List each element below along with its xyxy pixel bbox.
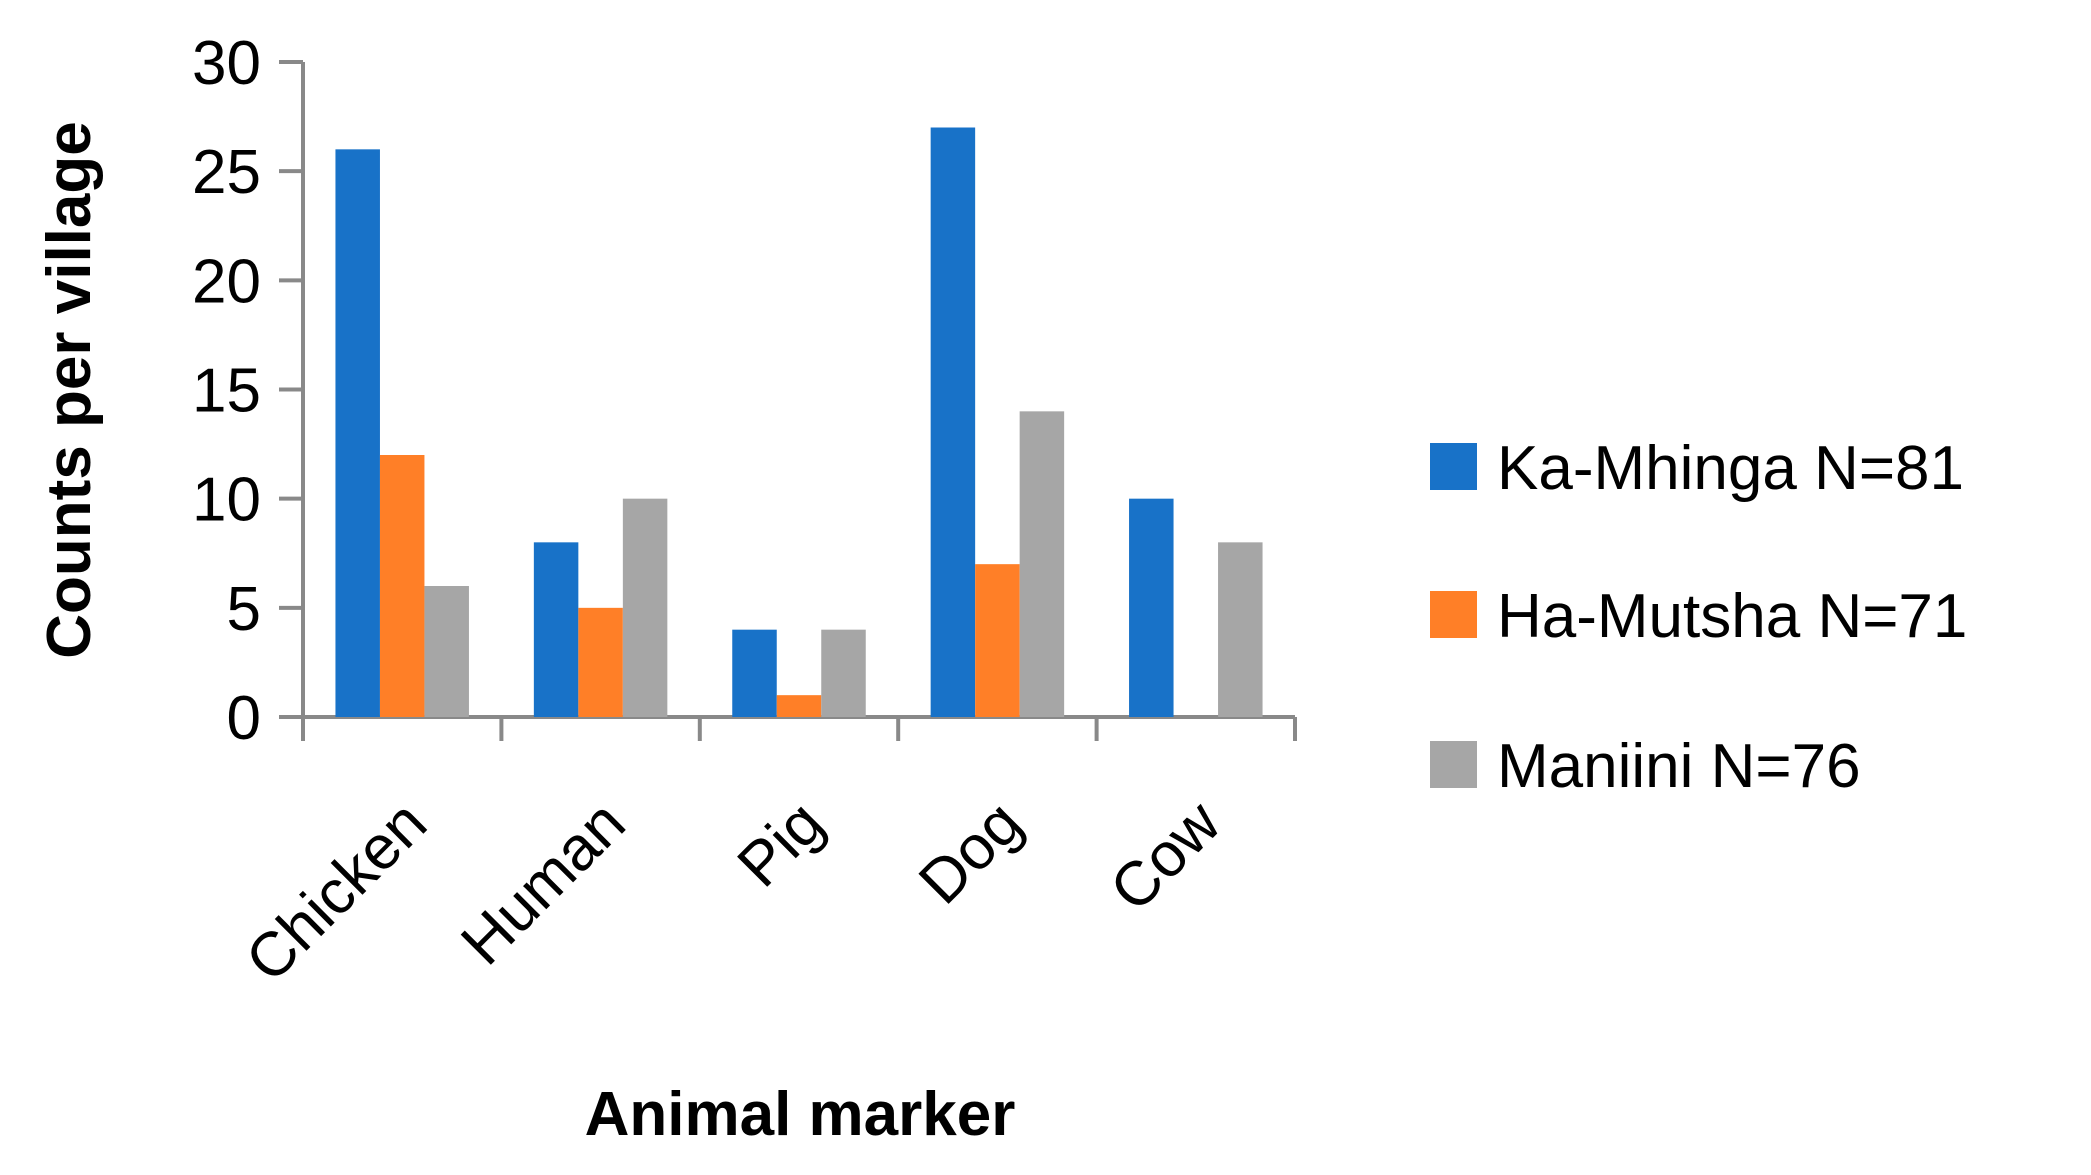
- y-tick-label: 30: [192, 29, 261, 98]
- bars-group: [335, 127, 1263, 718]
- x-axis-title: Animal marker: [585, 1080, 1016, 1149]
- x-tick-label-human: Human: [448, 788, 638, 978]
- bar-human-ha-mutsha: [578, 607, 623, 717]
- legend: Ka-Mhinga N=81 Ha-Mutsha N=71 Maniini N=76: [1430, 434, 1967, 801]
- y-tick-label: 0: [227, 684, 261, 753]
- legend-swatch: [1430, 591, 1477, 638]
- y-axis-title: Counts per village: [35, 121, 104, 658]
- legend-label: Ha-Mutsha N=71: [1497, 582, 1967, 651]
- bar-pig-ka-mhinga: [732, 629, 777, 717]
- y-tick-label: 10: [192, 466, 261, 535]
- legend-swatch: [1430, 443, 1477, 490]
- legend-label: Maniini N=76: [1497, 732, 1861, 801]
- y-tick-label: 5: [227, 575, 261, 644]
- y-tick-label: 25: [192, 138, 261, 207]
- bar-dog-ka-mhinga: [930, 127, 976, 717]
- bar-human-ka-mhinga: [533, 542, 579, 717]
- legend-item-3: Maniini N=76: [1430, 732, 1861, 801]
- y-tick-label: 15: [192, 357, 261, 426]
- legend-swatch: [1430, 741, 1477, 788]
- bar-dog-ha-mutsha: [975, 564, 1020, 717]
- legend-item-2: Ha-Mutsha N=71: [1430, 582, 1967, 651]
- bar-cow-maniini: [1218, 542, 1263, 717]
- y-axis: 0 5 10 15 20 25 30: [192, 29, 305, 753]
- legend-item-1: Ka-Mhinga N=81: [1430, 434, 1964, 503]
- x-tick-label-chicken: Chicken: [233, 788, 440, 995]
- y-tick-label: 20: [192, 247, 261, 316]
- bar-chicken-ka-mhinga: [335, 149, 380, 718]
- bar-cow-ka-mhinga: [1129, 498, 1174, 717]
- bar-pig-ha-mutsha: [776, 695, 822, 717]
- bar-chicken-maniini: [424, 586, 469, 717]
- bar-dog-maniini: [1019, 411, 1065, 717]
- legend-label: Ka-Mhinga N=81: [1497, 434, 1964, 503]
- x-tick-label-cow: Cow: [1097, 788, 1234, 925]
- bar-human-maniini: [622, 498, 668, 717]
- bar-pig-maniini: [821, 629, 866, 717]
- x-axis: Chicken Human Pig Dog Cow: [233, 715, 1297, 995]
- x-tick-label-pig: Pig: [725, 788, 837, 900]
- x-tick-label-dog: Dog: [906, 788, 1035, 917]
- bar-chicken-ha-mutsha: [379, 455, 425, 717]
